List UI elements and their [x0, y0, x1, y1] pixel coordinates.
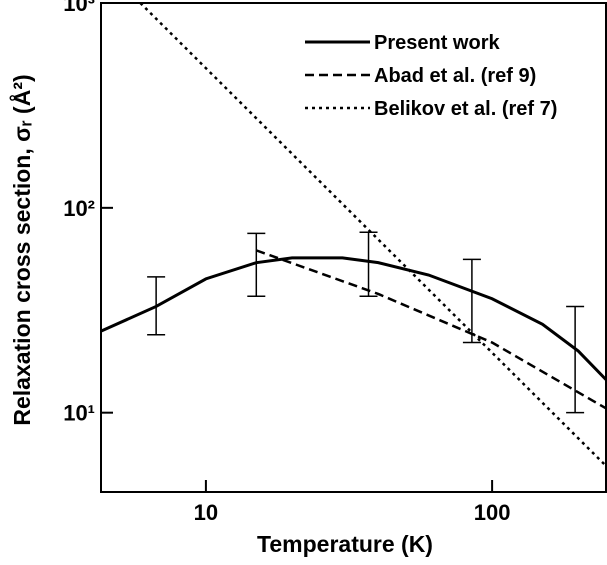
series-line — [139, 3, 606, 467]
y-tick-label: 10² — [63, 196, 95, 221]
error-bar — [359, 231, 378, 298]
legend-label: Present work — [374, 32, 500, 54]
series-line — [101, 256, 606, 381]
legend-label: Abad et al. (ref 9) — [374, 65, 536, 87]
y-tick-label: 10¹ — [63, 401, 95, 426]
x-tick-label: 10 — [194, 500, 218, 525]
error-bar — [247, 232, 266, 298]
error-bar — [566, 305, 585, 414]
legend-label: Belikov et al. (ref 7) — [374, 98, 557, 120]
y-tick-label: 10³ — [63, 0, 95, 16]
error-bar — [462, 258, 481, 344]
x-axis-label: Temperature (K) — [257, 531, 433, 557]
plot-frame — [100, 2, 607, 493]
error-bar — [147, 276, 166, 336]
y-axis-label: Relaxation cross section, σᵣ (Å²) — [8, 74, 35, 425]
x-tick-label: 100 — [474, 500, 511, 525]
series-line — [255, 249, 606, 410]
